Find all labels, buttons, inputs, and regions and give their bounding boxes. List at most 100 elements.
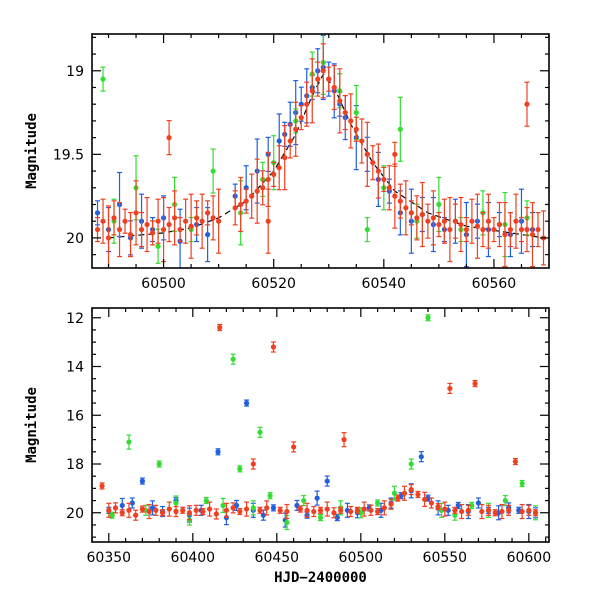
data-point — [99, 483, 105, 489]
data-point — [304, 507, 310, 513]
data-point — [361, 506, 367, 512]
data-point — [435, 504, 441, 510]
data-point — [193, 507, 199, 513]
x-axis-title: HJD−2400000 — [274, 570, 367, 586]
data-point — [472, 380, 478, 387]
data-point — [230, 505, 236, 511]
data-point — [249, 193, 255, 199]
data-point — [106, 507, 112, 513]
data-point — [485, 507, 492, 513]
data-point — [297, 506, 303, 512]
data-point — [474, 223, 481, 229]
data-point — [100, 218, 106, 224]
data-point — [341, 437, 347, 443]
data-point — [397, 198, 403, 204]
x-tick-label: 60450 — [255, 550, 300, 566]
data-point — [513, 218, 519, 224]
data-point — [153, 507, 159, 513]
x-tick-label: 60560 — [472, 276, 517, 292]
data-point — [105, 235, 112, 241]
data-point — [491, 226, 497, 233]
data-point — [381, 176, 387, 183]
data-point — [326, 76, 332, 82]
data-point — [271, 171, 277, 177]
data-point — [156, 461, 162, 467]
data-point — [171, 215, 178, 221]
top-panel: 60500 60520 60540 60560 19 19.5 20 Magnitude — [24, 33, 550, 292]
x-tick-label: 60350 — [87, 550, 132, 566]
x-tick-label: 60600 — [507, 550, 552, 566]
x-tick-label: 60400 — [171, 550, 216, 566]
data-point — [119, 502, 125, 509]
data-point — [207, 506, 213, 512]
data-point — [415, 491, 421, 498]
data-point — [243, 506, 250, 512]
data-point — [144, 221, 150, 228]
data-point — [401, 490, 408, 496]
data-point — [496, 221, 503, 228]
data-point — [458, 221, 464, 228]
data-point — [243, 400, 250, 406]
y-axis-title: Magnitude — [24, 113, 40, 189]
data-point — [408, 486, 414, 493]
data-point — [324, 478, 330, 484]
data-point — [173, 508, 179, 515]
data-point — [311, 508, 317, 515]
data-point — [237, 466, 243, 472]
data-point — [441, 218, 447, 224]
data-point — [133, 210, 139, 216]
data-point — [408, 210, 414, 216]
y-tick-label: 19.5 — [53, 147, 84, 163]
data-point — [425, 315, 431, 321]
data-point — [155, 243, 161, 249]
data-point — [414, 215, 420, 221]
data-point — [94, 210, 101, 216]
data-point — [512, 458, 518, 465]
data-point — [257, 429, 263, 435]
y-tick-label: 18 — [66, 457, 84, 473]
data-point — [518, 226, 525, 233]
plot-area — [99, 314, 539, 531]
data-point — [138, 226, 145, 233]
y-tick-label: 14 — [66, 360, 84, 376]
data-point — [155, 218, 161, 224]
data-point — [159, 510, 166, 516]
data-point — [200, 508, 206, 515]
data-point — [243, 198, 249, 204]
data-point — [418, 454, 424, 460]
data-point — [298, 114, 304, 121]
data-point — [452, 507, 458, 513]
data-point — [205, 231, 211, 238]
data-point — [254, 188, 260, 194]
data-point — [109, 512, 115, 518]
y-tick-label: 20 — [66, 506, 84, 522]
data-point — [293, 126, 299, 132]
data-point — [502, 231, 508, 238]
series-2 — [99, 323, 539, 521]
data-point — [419, 211, 425, 218]
x-tick-label: 60500 — [339, 550, 384, 566]
y-tick-label: 20 — [66, 231, 84, 247]
data-point — [126, 507, 132, 513]
data-point — [220, 502, 226, 509]
data-point — [425, 218, 431, 224]
data-point — [381, 505, 387, 511]
data-point — [442, 506, 448, 512]
data-point — [94, 226, 101, 233]
data-point — [284, 508, 290, 515]
data-point — [199, 218, 205, 224]
data-point — [469, 502, 475, 509]
data-point — [180, 507, 186, 513]
data-point — [368, 507, 374, 513]
data-point — [436, 221, 442, 228]
data-point — [375, 168, 381, 174]
data-point — [284, 519, 290, 526]
data-point — [230, 356, 236, 362]
data-point — [205, 210, 211, 216]
data-point — [232, 205, 238, 211]
series-2 — [94, 43, 547, 268]
data-point — [519, 508, 525, 515]
data-point — [317, 515, 324, 521]
data-point — [257, 507, 263, 513]
